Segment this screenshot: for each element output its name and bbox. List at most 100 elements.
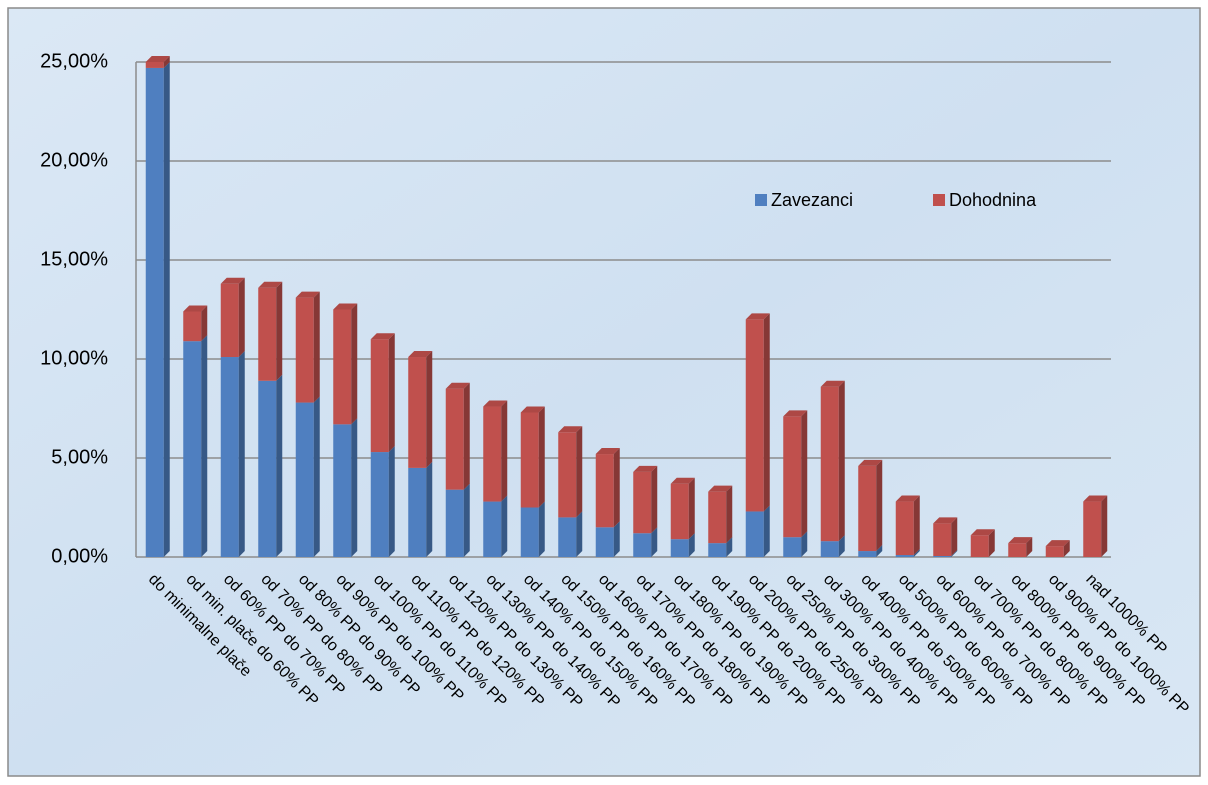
bar-segment (783, 537, 802, 557)
bar-side (913, 495, 920, 556)
bar-segment (483, 406, 502, 502)
legend-swatch (933, 194, 945, 206)
bar-segment (483, 501, 502, 557)
bar-side (388, 333, 395, 453)
y-tick-label: 0,00% (51, 545, 108, 567)
bar-top (183, 305, 208, 312)
bar-segment (333, 309, 352, 425)
bar-top (445, 382, 470, 389)
bar-segment (408, 357, 427, 468)
bar-segment (708, 543, 727, 557)
bar-top (970, 529, 995, 536)
bar-side (651, 527, 658, 557)
bar-segment (1045, 546, 1064, 557)
bar-side (238, 351, 245, 557)
bar-segment (820, 386, 839, 542)
bar-segment (520, 507, 539, 557)
bar-top (558, 426, 583, 433)
bar-top (708, 485, 733, 492)
bar-segment (820, 541, 839, 557)
bar-segment (333, 424, 352, 557)
bar-side (163, 61, 170, 557)
bar-side (463, 483, 470, 557)
bar-segment (445, 489, 464, 557)
bar-side (388, 446, 395, 557)
bar-side (501, 495, 508, 557)
bar-side (838, 535, 845, 557)
bar-top (783, 410, 808, 417)
bar-segment (370, 339, 389, 453)
bar-top (220, 277, 245, 284)
bar-segment (145, 62, 164, 68)
bar-top (258, 281, 283, 288)
bar-side (576, 511, 583, 557)
bar-top (295, 291, 320, 298)
bar-side (426, 461, 433, 557)
bar-segment (258, 380, 277, 557)
bar-segment (258, 287, 277, 381)
bar-top (145, 56, 170, 62)
bar-side (538, 501, 545, 557)
bar-side (276, 374, 283, 557)
bar-top (1045, 540, 1070, 547)
bar-side (463, 382, 470, 490)
y-tick-label: 10,00% (40, 347, 108, 369)
bar-segment (220, 357, 239, 557)
bar-segment (858, 465, 877, 552)
bar-side (726, 485, 733, 544)
bar-top (745, 313, 770, 320)
bar-side (201, 305, 208, 342)
bar-segment (595, 454, 614, 528)
bar-side (576, 426, 583, 518)
bar-segment (708, 491, 727, 544)
bar-side (801, 531, 808, 557)
bar-side (201, 335, 208, 557)
bar-segment (295, 297, 314, 403)
bar-segment (1083, 501, 1102, 557)
bar-segment (745, 511, 764, 557)
bar-top (595, 448, 620, 455)
bar-top (483, 400, 508, 407)
bar-top (1008, 537, 1033, 544)
bar-top (1083, 495, 1108, 502)
y-tick-label: 15,00% (40, 248, 108, 270)
bar-top (670, 477, 695, 484)
bar-segment (220, 283, 239, 358)
bar-top (333, 303, 358, 310)
bar-top (858, 459, 883, 466)
bar-segment (895, 555, 914, 557)
bar-side (501, 400, 508, 502)
bar-side (276, 281, 283, 381)
bar-side (688, 477, 695, 540)
y-tick-label: 25,00% (40, 50, 108, 72)
bar-side (426, 351, 433, 468)
bar-side (1026, 537, 1033, 557)
bar-segment (408, 467, 427, 557)
bar-top (820, 380, 845, 387)
legend-swatch (755, 194, 767, 206)
bar-segment (595, 527, 614, 557)
y-tick-label: 5,00% (51, 446, 108, 468)
bar-top (895, 495, 920, 502)
bar-side (913, 549, 920, 557)
bar-segment (858, 551, 877, 557)
bar-side (313, 396, 320, 557)
bar-segment (633, 471, 652, 534)
bar-top (633, 465, 658, 472)
bar-side (163, 56, 170, 68)
bar-top (370, 333, 395, 340)
bar-side (763, 505, 770, 557)
bar-segment (183, 341, 202, 557)
bar-segment (520, 412, 539, 508)
bar-side (726, 537, 733, 557)
bar-segment (145, 67, 164, 557)
bar-segment (183, 311, 202, 342)
bar-side (801, 410, 808, 538)
bar-segment (558, 432, 577, 518)
bar-segment (295, 402, 314, 557)
bar-side (313, 291, 320, 403)
bar-side (951, 517, 958, 557)
bar-segment (895, 501, 914, 556)
bar-side (238, 277, 245, 358)
